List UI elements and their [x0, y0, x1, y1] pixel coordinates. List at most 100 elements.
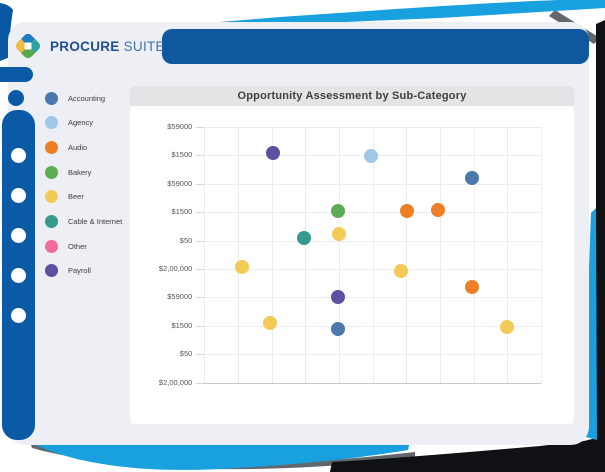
y-axis-tick — [196, 269, 205, 270]
y-axis-tick — [196, 297, 205, 299]
legend-item-bakery[interactable]: Bakery — [45, 165, 91, 179]
data-point-beer[interactable] — [499, 320, 514, 335]
data-point-cable-internet[interactable] — [296, 230, 312, 245]
plot-gridline-horizontal — [204, 269, 541, 270]
y-axis-tick — [196, 354, 205, 356]
top-nav-bar — [162, 29, 589, 64]
legend-label: Other — [68, 241, 87, 251]
plot-gridline-vertical — [338, 127, 340, 383]
chart-title-bar: Opportunity Assessment by Sub-Category — [130, 86, 574, 106]
data-point-accounting[interactable] — [464, 171, 479, 186]
legend-item-accounting[interactable]: Accounting — [45, 91, 105, 105]
y-axis-tick-label: $59000 — [167, 292, 193, 302]
legend-dot — [45, 140, 58, 154]
plot-gridline-vertical — [507, 127, 509, 383]
plot-gridline-horizontal — [204, 240, 541, 242]
brush-cyan-bottom — [28, 441, 410, 470]
y-axis-tick-label: $59000 — [167, 122, 193, 131]
y-axis-tick — [196, 183, 205, 185]
plot-gridline-horizontal — [204, 212, 541, 214]
plot-gridline-vertical — [439, 127, 441, 383]
plot-gridline-vertical — [372, 127, 374, 383]
y-axis-tick — [196, 127, 205, 128]
legend-item-agency[interactable]: Agency — [45, 116, 93, 130]
plot-gridline-vertical — [406, 127, 408, 383]
y-axis-tick-label: $2,00,000 — [158, 377, 193, 387]
y-axis-tick-label: $1500 — [171, 320, 193, 330]
data-point-payroll[interactable] — [330, 289, 346, 304]
brush-blue-wedge — [0, 3, 13, 61]
legend-dot — [45, 91, 58, 105]
y-axis-tick-label: $2,00,000 — [158, 264, 193, 273]
legend-item-beer[interactable]: Beer — [45, 190, 84, 204]
data-point-audio[interactable] — [400, 204, 415, 219]
legend-label: Payroll — [68, 266, 91, 276]
y-axis-tick — [196, 212, 205, 214]
data-point-accounting[interactable] — [330, 321, 345, 336]
legend-label: Accounting — [68, 93, 106, 103]
sidebar-nav — [2, 110, 35, 440]
plot-gridline-vertical — [271, 127, 273, 383]
y-axis-tick — [196, 155, 205, 157]
legend-dot — [45, 264, 58, 278]
legend-item-audio[interactable]: Audio — [45, 140, 87, 154]
chart-title: Opportunity Assessment by Sub-Category — [237, 90, 467, 102]
legend-item-other[interactable]: Other — [45, 239, 87, 253]
plot-gridline-vertical — [204, 127, 206, 383]
data-point-beer[interactable] — [394, 263, 409, 279]
plot-gridline-horizontal — [204, 183, 541, 185]
legend-dot — [45, 214, 58, 228]
plot-gridline-vertical — [237, 127, 239, 383]
brand-name-secondary: SUITE — [123, 38, 165, 54]
y-axis-tick-label: $50 — [179, 349, 193, 359]
plot-gridline-vertical — [473, 127, 475, 383]
legend-item-payroll[interactable]: Payroll — [45, 264, 91, 278]
y-axis-tick — [196, 240, 205, 242]
y-axis-tick — [196, 382, 205, 384]
brand-name: PROCURE SUITE — [50, 39, 165, 54]
y-axis-tick — [196, 325, 205, 327]
y-axis-tick-label: $1500 — [171, 150, 193, 160]
sidebar-nav-dot[interactable] — [11, 147, 26, 163]
legend-dot — [45, 239, 58, 253]
sidebar-active-dot[interactable] — [8, 90, 24, 106]
data-point-beer[interactable] — [234, 259, 249, 274]
data-point-beer[interactable] — [263, 316, 278, 331]
data-point-agency[interactable] — [364, 148, 379, 163]
legend-label: Audio — [68, 142, 88, 152]
data-point-bakery[interactable] — [330, 203, 346, 218]
plot-gridline-horizontal — [204, 354, 541, 356]
sidebar-nav-dot[interactable] — [11, 307, 26, 323]
legend-label: Bakery — [68, 167, 92, 177]
data-point-payroll[interactable] — [265, 146, 280, 161]
chart-panel: Opportunity Assessment by Sub-Category — [130, 86, 574, 424]
plot-gridline-vertical — [305, 127, 307, 383]
legend-dot — [45, 165, 58, 179]
sidebar-nav-dot[interactable] — [11, 227, 26, 243]
data-point-audio[interactable] — [464, 280, 479, 295]
data-point-audio[interactable] — [430, 203, 445, 218]
y-axis-tick-label: $50 — [179, 235, 193, 245]
brand-logo: PROCURE SUITE — [13, 31, 165, 61]
legend-item-cable-internet[interactable]: Cable & Internet — [45, 214, 122, 228]
y-axis-tick-label: $59000 — [167, 178, 193, 188]
plot-gridline-horizontal — [204, 325, 541, 327]
sidebar-nav-dot[interactable] — [11, 267, 26, 283]
legend-label: Beer — [68, 192, 84, 202]
plot-gridline-horizontal — [204, 297, 541, 299]
legend-label: Agency — [68, 118, 94, 128]
y-axis-tick-label: $1500 — [171, 207, 193, 217]
data-point-beer[interactable] — [331, 226, 346, 241]
plot-gridline-vertical — [540, 127, 542, 383]
legend-dot — [45, 116, 58, 130]
sidebar-pill — [0, 67, 33, 82]
legend-label: Cable & Internet — [68, 216, 123, 226]
plot-gridline-horizontal — [204, 382, 541, 384]
plot-gridline-horizontal — [204, 127, 541, 128]
brand-name-primary: PROCURE — [50, 38, 120, 54]
sidebar-nav-dot[interactable] — [11, 187, 26, 203]
legend-dot — [45, 190, 58, 204]
